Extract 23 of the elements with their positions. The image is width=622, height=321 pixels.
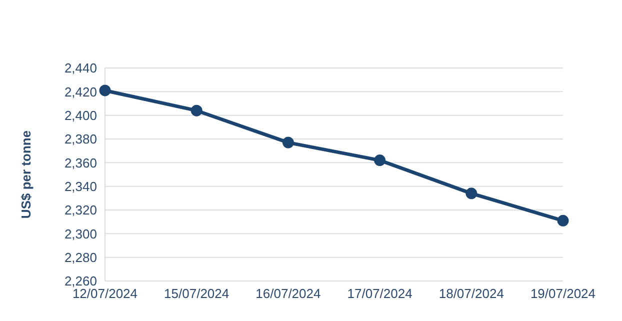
y-tick-label: 2,280 [64, 250, 97, 265]
y-tick-label: 2,360 [64, 155, 97, 170]
x-tick-label: 12/07/2024 [72, 286, 138, 302]
y-tick-label: 2,300 [64, 226, 97, 242]
y-tick-label: 2,260 [64, 274, 97, 289]
y-tick-label: 2,380 [64, 132, 97, 147]
x-tick-label: 18/07/2024 [438, 286, 504, 302]
point [282, 136, 294, 148]
y-axis-title: US$ per tonne [18, 130, 34, 219]
y-tick-label: 2,400 [64, 108, 97, 123]
x-tick-label: 15/07/2024 [164, 286, 230, 302]
y-tick-label: 2,420 [64, 84, 97, 100]
x-tick-label: 16/07/2024 [256, 286, 321, 302]
y-tick-label: 2,440 [64, 60, 97, 76]
x-tick-label: 19/07/2024 [530, 286, 596, 302]
point [190, 104, 202, 116]
x-tick-label: 17/07/2024 [347, 286, 412, 302]
point [99, 84, 111, 96]
point [466, 188, 478, 200]
y-tick-label: 2,340 [64, 178, 97, 194]
point [557, 214, 569, 226]
point [374, 154, 386, 166]
y-tick-label: 2,320 [64, 202, 97, 218]
